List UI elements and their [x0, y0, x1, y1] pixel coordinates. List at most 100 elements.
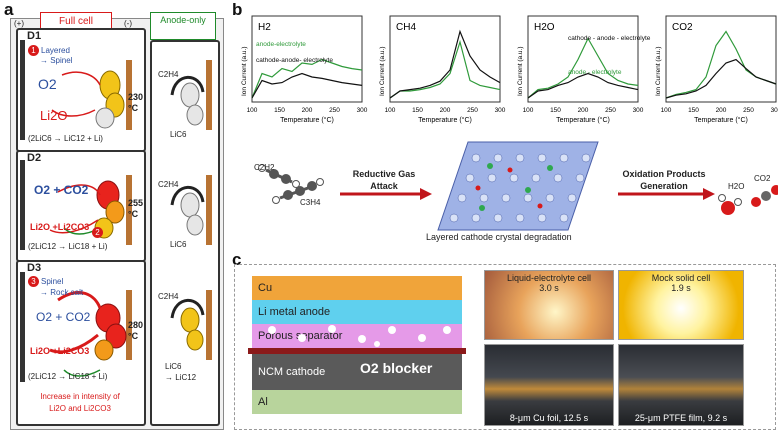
panel-label-a: a [4, 0, 14, 19]
chart-xlabel: Temperature (°C) [556, 116, 610, 124]
photo-cu-foil: 8-μm Cu foil, 12.5 s [484, 344, 614, 426]
chart-legend: cathode - anode - electrolyte [568, 35, 651, 42]
chart-legend: cathode-anode- electrolyte [256, 57, 333, 64]
anode-gas-arrows [170, 75, 205, 319]
chart-4: CO2 Ion Current (a.u.) 100 150 200 250 300 Temp… [655, 15, 778, 124]
d3-temperature: 280 °C [128, 320, 144, 341]
stage-d2-label: D2 [27, 152, 42, 164]
panel-c-frame [234, 264, 776, 430]
d2-reaction: (2LiC12 → LiC18 + Li) [28, 242, 108, 251]
chart-gas-title: CH4 [396, 22, 416, 33]
green-arrow-d3 [63, 369, 101, 377]
d3-anode-target: → LiC12 [165, 373, 197, 382]
layer-separator: Porous separator [252, 324, 462, 348]
chart-xtick: 300 [495, 107, 506, 114]
anode-only-copper-2 [206, 175, 212, 245]
panel-label-b: b [232, 0, 243, 19]
h2o-molecule [718, 194, 742, 215]
chart-gas-title: CO2 [672, 22, 693, 33]
cell-stack: Cu Li metal anode Porous separator NCM c… [248, 276, 466, 414]
d1-phase-change: 1 Layered [28, 45, 70, 56]
d3-phase-change: 3 Spinel [28, 276, 63, 287]
layer-ncm-cathode: NCM cathode [252, 354, 462, 390]
oxygen-arrows [49, 71, 102, 354]
photo-mock-solid: Mock solid cell 1.9 s [618, 270, 744, 340]
separator-pores [268, 325, 451, 347]
d2-temperature: 255 °C [128, 198, 144, 219]
photo-ptfe-film: 25-μm PTFE film, 9.2 s [618, 344, 744, 426]
chart-xlabel: Temperature (°C) [418, 116, 472, 124]
d3-anode-gas: C2H4 [158, 292, 179, 301]
chart-curve [527, 72, 639, 99]
d2-gas: O2 + CO2 [34, 183, 89, 197]
chart-xtick: 100 [247, 107, 258, 114]
chart-xtick: 250 [605, 107, 616, 114]
chart-curve [251, 58, 363, 99]
photo-liquid-electrolyte: Liquid-electrolyte cell 3.0 s [484, 270, 614, 340]
chart-xtick: 150 [412, 107, 423, 114]
chart-3: H2O Ion Current (a.u.) 100 150 200 250 300 Temp… [517, 15, 651, 124]
chart-xtick: 250 [743, 107, 754, 114]
cathode-collector-d3 [20, 272, 25, 382]
chart-curve [389, 39, 501, 99]
d3-phase-change-target: → Rock salt [40, 288, 84, 297]
d1-product: Li2O [40, 108, 68, 123]
chart-xtick: 150 [274, 107, 285, 114]
chart-gas-title: H2 [258, 22, 271, 33]
d1-reaction: (2LiC6 → LiC12 + Li) [28, 134, 103, 143]
chart-legend: anode - electrolyte [568, 69, 622, 76]
chart-curve [665, 58, 777, 99]
d1-anode: LiC6 [170, 130, 187, 139]
chart-curve [527, 37, 639, 99]
layer-al: Al [252, 390, 462, 414]
chart-xtick: 150 [688, 107, 699, 114]
d2-product: Li2O +Li2CO3 [30, 222, 90, 232]
d3-note-line1: Increase in intensity of [40, 392, 120, 401]
chart-xtick: 200 [440, 107, 451, 114]
photo-mock-title: Mock solid cell [651, 273, 711, 283]
o2-blocker-label: O2 blocker [360, 360, 433, 376]
d1-temperature: 230 °C [128, 92, 144, 113]
chart-xtick: 200 [302, 107, 313, 114]
chart-xlabel: Temperature (°C) [694, 116, 748, 124]
anode-only-copper-1 [206, 60, 212, 130]
panel-a-graphics [49, 70, 205, 377]
chart-xtick: 300 [633, 107, 644, 114]
anode-only-copper-3 [206, 290, 212, 360]
d1-gas: O2 [38, 76, 57, 92]
layer-cu: Cu [252, 276, 462, 300]
graphite-particle-d3 [94, 303, 127, 361]
photo-liquid-time: 3.0 s [539, 283, 559, 293]
chart-2: CH4 Ion Current (a.u.) 100 150 200 250 300 Temp… [379, 15, 506, 124]
chart-xtick: 100 [385, 107, 396, 114]
chart-xtick: 200 [716, 107, 727, 114]
cathode-collector-d1 [20, 40, 25, 140]
gas-evolution-charts: H2 Ion Current (a.u.) 100 150 200 250 300 Tempe… [241, 15, 778, 124]
chart-xtick: 100 [523, 107, 534, 114]
chart-ylabel: Ion Current (a.u.) [241, 47, 248, 97]
c3h4-label: C3H4 [300, 198, 321, 207]
minus-terminal: (-) [124, 19, 132, 28]
chart-xtick: 150 [550, 107, 561, 114]
co2-label: CO2 [754, 174, 771, 183]
h2o-label: H2O [728, 182, 745, 191]
anode-only-particles [180, 82, 204, 351]
cathode-collector-d2 [20, 160, 25, 250]
d3-reaction: (2LiC12 → LiC18 + Li) [28, 372, 108, 381]
panel-label-c: c [232, 250, 242, 269]
d1-phase-change-target: → Spinel [40, 56, 73, 65]
chart-legend: anode-electrolyte [256, 41, 306, 48]
c3h4-molecule [272, 178, 324, 204]
d2-anode-gas: C2H4 [158, 180, 179, 189]
reductive-step-label: Reductive Gas Attack [352, 169, 416, 191]
stage-d1-label: D1 [27, 30, 42, 42]
photo-mock-time: 1.9 s [671, 283, 691, 293]
chart-xtick: 300 [771, 107, 778, 114]
photo-liquid-title: Liquid-electrolyte cell [506, 273, 592, 283]
anode-copper-d1 [126, 60, 132, 130]
chart-1: H2 Ion Current (a.u.) 100 150 200 250 300 Tempe… [241, 15, 368, 124]
d3-product: Li2O +Li2CO3 [30, 346, 90, 356]
chart-curve [389, 29, 501, 99]
chart-xtick: 100 [661, 107, 672, 114]
co2-molecule [751, 185, 778, 207]
